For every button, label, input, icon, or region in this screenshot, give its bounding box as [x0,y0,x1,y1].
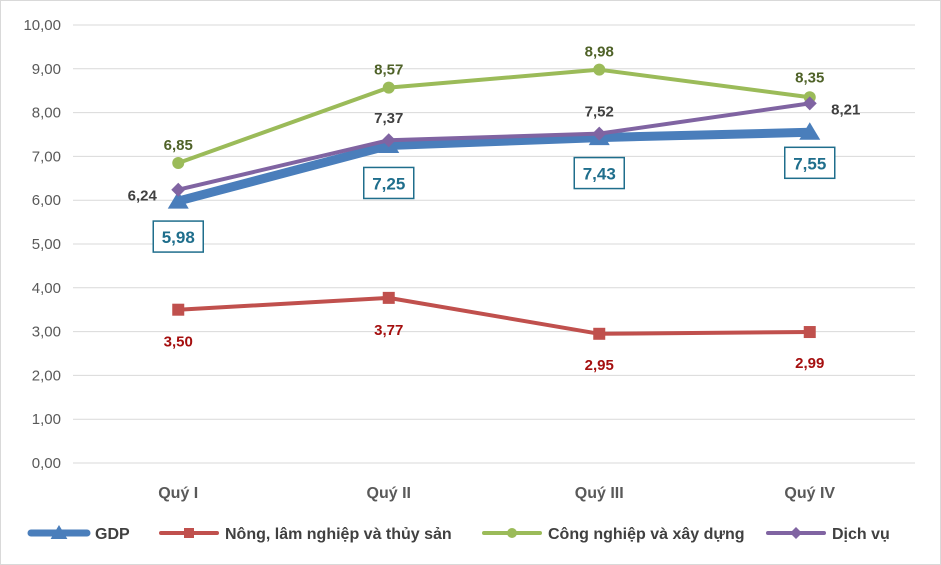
data-label: 2,99 [795,355,824,372]
data-point [790,527,802,539]
data-point [171,182,186,197]
series [167,63,821,340]
data-point [382,291,395,304]
data-point [184,528,194,538]
data-label: 7,37 [374,110,403,127]
axes: 0,00 1,00 2,00 3,00 4,00 5,00 6,00 7,00 8,00 9,00… [23,17,835,502]
data-label: 3,50 [164,334,193,351]
data-label: 6,85 [164,137,193,154]
data-point [172,156,185,169]
data-point [803,326,816,339]
y-tick-label: 8,00 [32,105,61,122]
data-point [593,327,606,340]
legend-label: Công nghiệp và xây dựng [548,526,745,543]
series-line [176,101,812,192]
x-tick-label: Quý I [158,485,198,502]
y-tick-label: 4,00 [32,280,61,297]
data-point [593,63,606,76]
data-label-box [784,146,836,180]
data-label: 8,21 [831,101,860,118]
series-line [176,67,812,165]
data-point [50,525,68,539]
legend: GDP Nông, lâm nghiệp và thủy sản Công nghi… [27,525,890,543]
data-label-box [152,220,204,253]
x-tick-label: Quý IV [784,485,835,502]
data-point [167,191,189,209]
legend-label: Nông, lâm nghiệp và thủy sản [225,526,452,543]
data-point [381,133,396,148]
legend-label: GDP [95,526,130,543]
y-tick-label: 7,00 [32,148,61,165]
y-tick-label: 3,00 [32,324,61,341]
data-point [592,126,607,141]
y-tick-label: 5,00 [32,236,61,253]
x-tick-label: Quý II [367,485,411,502]
data-labels: 5,98 7,25 7,43 7,55 3,50 3,77 2,95 2,99 6,85 8,57… [128,44,861,374]
data-label: 6,24 [128,188,158,205]
data-label: 8,57 [374,62,403,79]
y-tick-label: 1,00 [32,411,61,428]
data-label: 8,35 [795,69,824,86]
data-label: 3,77 [374,322,403,339]
y-tick-label: 6,00 [32,192,61,209]
data-point [802,96,817,111]
y-tick-label: 0,00 [32,455,61,472]
data-label: 7,55 [793,154,826,173]
data-label-box [363,166,415,200]
data-label: 7,25 [372,174,405,193]
data-point [172,303,185,316]
series-line [176,295,812,336]
data-point [507,528,517,538]
grid [73,24,915,464]
legend-label: Dịch vụ [832,526,890,543]
x-tick-label: Quý III [575,485,624,502]
data-label: 7,52 [585,104,614,121]
data-point [382,81,395,94]
data-label-box [573,156,625,190]
data-label: 7,43 [583,165,616,184]
y-tick-label: 2,00 [32,367,61,384]
data-point [799,122,821,140]
data-label: 8,98 [585,44,614,61]
y-tick-label: 9,00 [32,61,61,78]
y-tick-label: 10,00 [23,17,61,34]
data-label: 2,95 [585,357,614,374]
data-label: 5,98 [162,228,195,247]
series-line [173,127,815,206]
